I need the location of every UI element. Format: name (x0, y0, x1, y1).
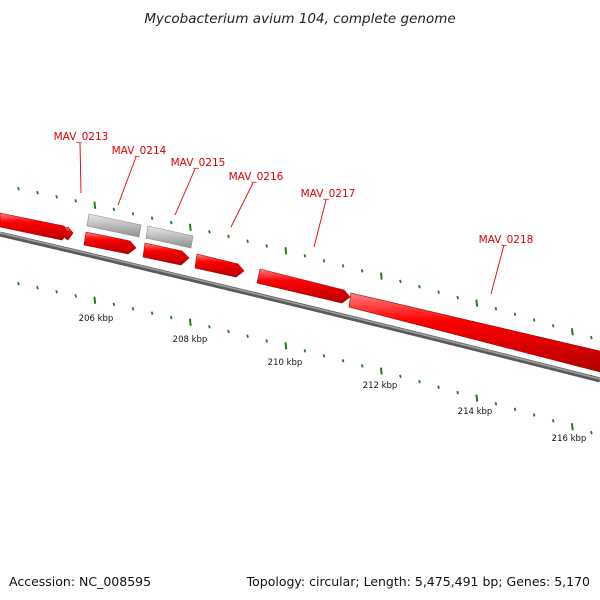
outer-tick (437, 290, 440, 294)
outer-tick (55, 195, 58, 199)
scale-label-212: 212 kbp (363, 381, 398, 391)
inner-tick (188, 318, 192, 326)
outer-tick (494, 306, 498, 311)
gene-arrow-mav-0218[interactable] (348, 292, 600, 373)
inner-tick (494, 401, 498, 406)
genome-backbone (0, 231, 600, 383)
inner-tick (246, 334, 249, 338)
outer-tick (246, 239, 249, 243)
scale-label-208: 208 kbp (173, 335, 208, 345)
gene-label-mav-0218[interactable]: MAV_0218 (479, 234, 534, 295)
inner-tick (475, 394, 479, 402)
gene-arrow-2[interactable] (64, 226, 74, 241)
outer-tick (169, 220, 173, 225)
outer-tick (74, 199, 77, 203)
outer-tick (360, 269, 364, 273)
outer-tick (265, 244, 268, 248)
inner-tick (227, 329, 230, 334)
inner-tick (131, 307, 135, 311)
inner-tick (379, 367, 383, 375)
svg-text:MAV_0216: MAV_0216 (229, 171, 284, 183)
outer-tick (303, 254, 307, 258)
inner-tick (590, 430, 593, 435)
inner-tick (112, 302, 116, 307)
inner-tick (284, 342, 288, 350)
inner-tick (399, 374, 402, 379)
outer-tick (590, 335, 593, 340)
inner-tick (55, 290, 58, 294)
map-title: Mycobacterium avium 104, complete genome (144, 11, 455, 27)
genome-summary-text: Topology: circular; Length: 5,475,491 bp… (246, 574, 590, 589)
gene-label-mav-0215[interactable]: MAV_0215 (171, 157, 226, 216)
gene-label-mav-0214[interactable]: MAV_0214 (112, 145, 167, 206)
gene-arrow-mav-0217[interactable] (256, 268, 351, 304)
outer-tick (188, 223, 192, 231)
gene-label-mav-0217[interactable]: MAV_0217 (301, 188, 356, 248)
scale-label-206: 206 kbp (79, 314, 114, 324)
inner-tick (265, 339, 268, 343)
outer-tick (532, 318, 536, 322)
inner-tick (93, 296, 97, 304)
accession-text: Accession: NC_008595 (9, 574, 151, 589)
outer-tick (150, 216, 154, 220)
outer-tick (208, 230, 211, 234)
inner-tick (74, 294, 77, 298)
inner-tick (532, 413, 536, 417)
scale-label-214: 214 kbp (458, 407, 493, 417)
svg-text:MAV_0217: MAV_0217 (301, 188, 356, 200)
outer-tick (131, 212, 135, 216)
scale-label-216: 216 kbp (552, 434, 587, 444)
outer-tick (322, 259, 326, 263)
outer-tick (418, 284, 421, 289)
scale-label-210: 210 kbp (268, 358, 303, 368)
gene-label-mav-0213[interactable]: MAV_0213 (54, 131, 109, 194)
inner-tick (570, 423, 574, 431)
inner-tick (150, 311, 154, 315)
outer-tick (227, 234, 230, 239)
gray-feature-2[interactable] (145, 225, 194, 249)
svg-text:MAV_0215: MAV_0215 (171, 157, 226, 169)
inner-tick (208, 325, 211, 329)
gray-feature-1[interactable] (86, 213, 142, 238)
outer-tick (456, 295, 459, 300)
gene-arrow-mav-0214[interactable] (83, 231, 137, 255)
gene-arrow-mav-0216[interactable] (194, 253, 245, 278)
svg-text:MAV_0214: MAV_0214 (112, 145, 167, 157)
outer-tick (284, 247, 288, 255)
gene-arrow-mav-0215[interactable] (142, 242, 190, 266)
gene-label-mav-0216[interactable]: MAV_0216 (229, 171, 284, 228)
svg-text:MAV_0213: MAV_0213 (54, 131, 109, 143)
inner-tick (513, 407, 517, 412)
inner-tick-row (17, 281, 593, 435)
inner-tick (551, 419, 555, 423)
outer-tick (379, 272, 383, 280)
outer-tick (570, 328, 574, 336)
outer-tick-row (17, 186, 593, 340)
outer-tick (112, 207, 116, 212)
inner-tick (36, 285, 39, 290)
inner-tick (418, 379, 421, 384)
inner-tick (303, 349, 307, 353)
inner-tick (341, 359, 345, 363)
inner-tick (456, 390, 459, 395)
outer-tick (399, 279, 402, 284)
outer-tick (513, 312, 517, 317)
gene-arrow-1[interactable] (0, 212, 69, 241)
outer-tick (93, 201, 97, 209)
inner-tick (169, 315, 173, 320)
inner-tick (322, 354, 326, 358)
svg-text:MAV_0218: MAV_0218 (479, 234, 534, 246)
inner-tick (360, 364, 364, 368)
inner-tick (17, 281, 20, 286)
outer-tick (341, 264, 345, 268)
inner-tick (437, 385, 440, 389)
outer-tick (551, 324, 555, 328)
outer-tick (475, 299, 479, 307)
outer-tick (36, 190, 39, 195)
outer-tick (17, 186, 20, 191)
